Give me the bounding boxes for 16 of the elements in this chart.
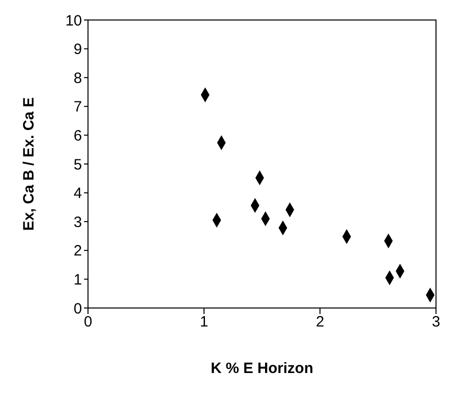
y-tick-label: 2	[74, 242, 82, 260]
y-tick-label: 6	[74, 128, 82, 145]
y-tick-label: 9	[74, 41, 82, 58]
x-tick-label: 2	[316, 314, 324, 331]
y-tick-label: 1	[74, 272, 82, 289]
x-tick-label: 3	[432, 314, 440, 331]
y-tick-label: 5	[74, 156, 82, 174]
y-tick-label: 4	[74, 185, 82, 202]
y-tick-label: 7	[74, 98, 82, 116]
x-axis-title: K % E Horizon	[210, 360, 314, 377]
y-axis-title: Ex, Ca B / Ex. Ca E	[20, 97, 38, 231]
y-tick-label: 10	[65, 12, 82, 30]
y-tick-label: 3	[74, 214, 82, 231]
y-tick-label: 8	[74, 70, 82, 87]
y-tick-label: 0	[74, 300, 82, 318]
x-tick-label: 1	[200, 314, 208, 331]
